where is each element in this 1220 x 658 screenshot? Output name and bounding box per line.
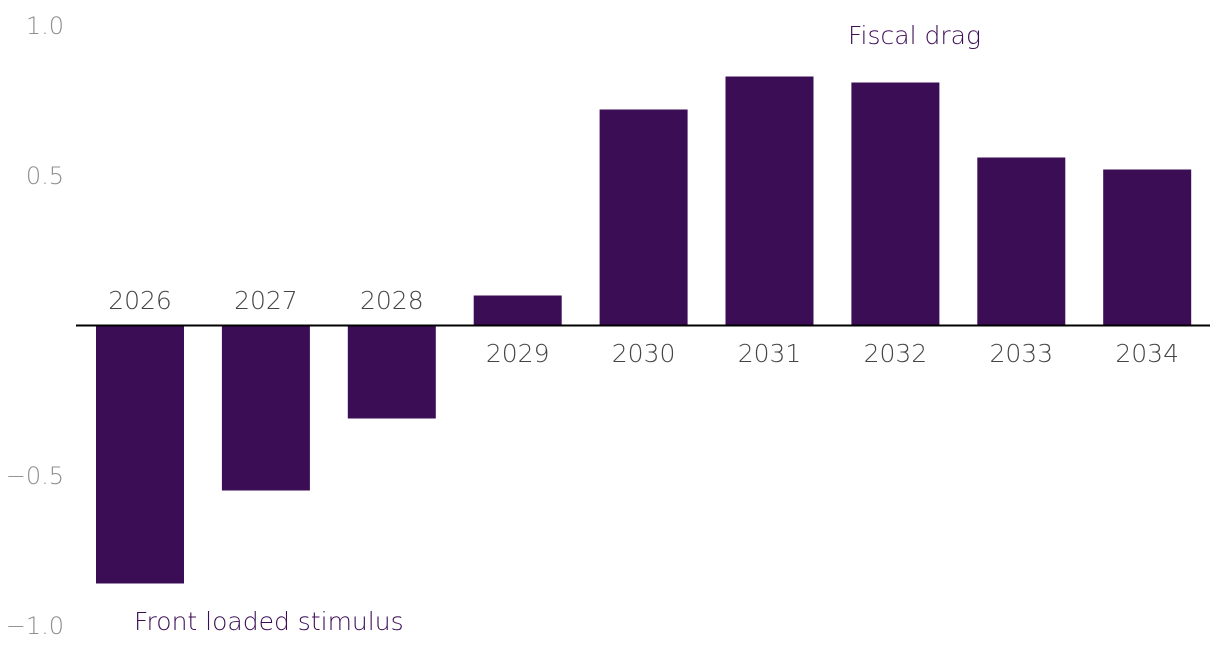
y-tick-label-2: 0.5 <box>26 162 64 190</box>
y-tick-label-3: −0.5 <box>6 462 64 490</box>
bar-2031 <box>725 76 814 326</box>
category-label-2032: 2032 <box>864 339 928 368</box>
y-tick-label-4: −1.0 <box>6 612 64 640</box>
category-label-2031: 2031 <box>738 339 802 368</box>
bar-2027 <box>221 325 310 491</box>
category-label-2034: 2034 <box>1115 339 1179 368</box>
bar-2033 <box>977 157 1066 326</box>
bar-2030 <box>599 109 688 326</box>
bar-2034 <box>1103 169 1192 326</box>
category-labels: 2026 2027 2028 2029 2030 2031 2032 2033 2034 <box>108 286 1179 368</box>
category-label-2033: 2033 <box>989 339 1053 368</box>
bar-series <box>96 76 1192 584</box>
category-label-2028: 2028 <box>360 286 424 315</box>
annotation-front-loaded-stimulus: Front loaded stimulus <box>134 607 404 636</box>
category-label-2029: 2029 <box>486 339 550 368</box>
category-label-2026: 2026 <box>108 286 172 315</box>
category-label-2030: 2030 <box>612 339 676 368</box>
annotation-fiscal-drag: Fiscal drag <box>848 21 981 50</box>
bar-2032 <box>851 82 940 326</box>
bar-2028 <box>347 325 436 419</box>
y-tick-label-1: 1.0 <box>26 12 64 40</box>
category-label-2027: 2027 <box>234 286 298 315</box>
y-axis-ticks: 1.0 0.5 −0.5 −1.0 <box>6 12 64 640</box>
bar-2026 <box>96 325 184 584</box>
bar-2029 <box>473 295 562 326</box>
